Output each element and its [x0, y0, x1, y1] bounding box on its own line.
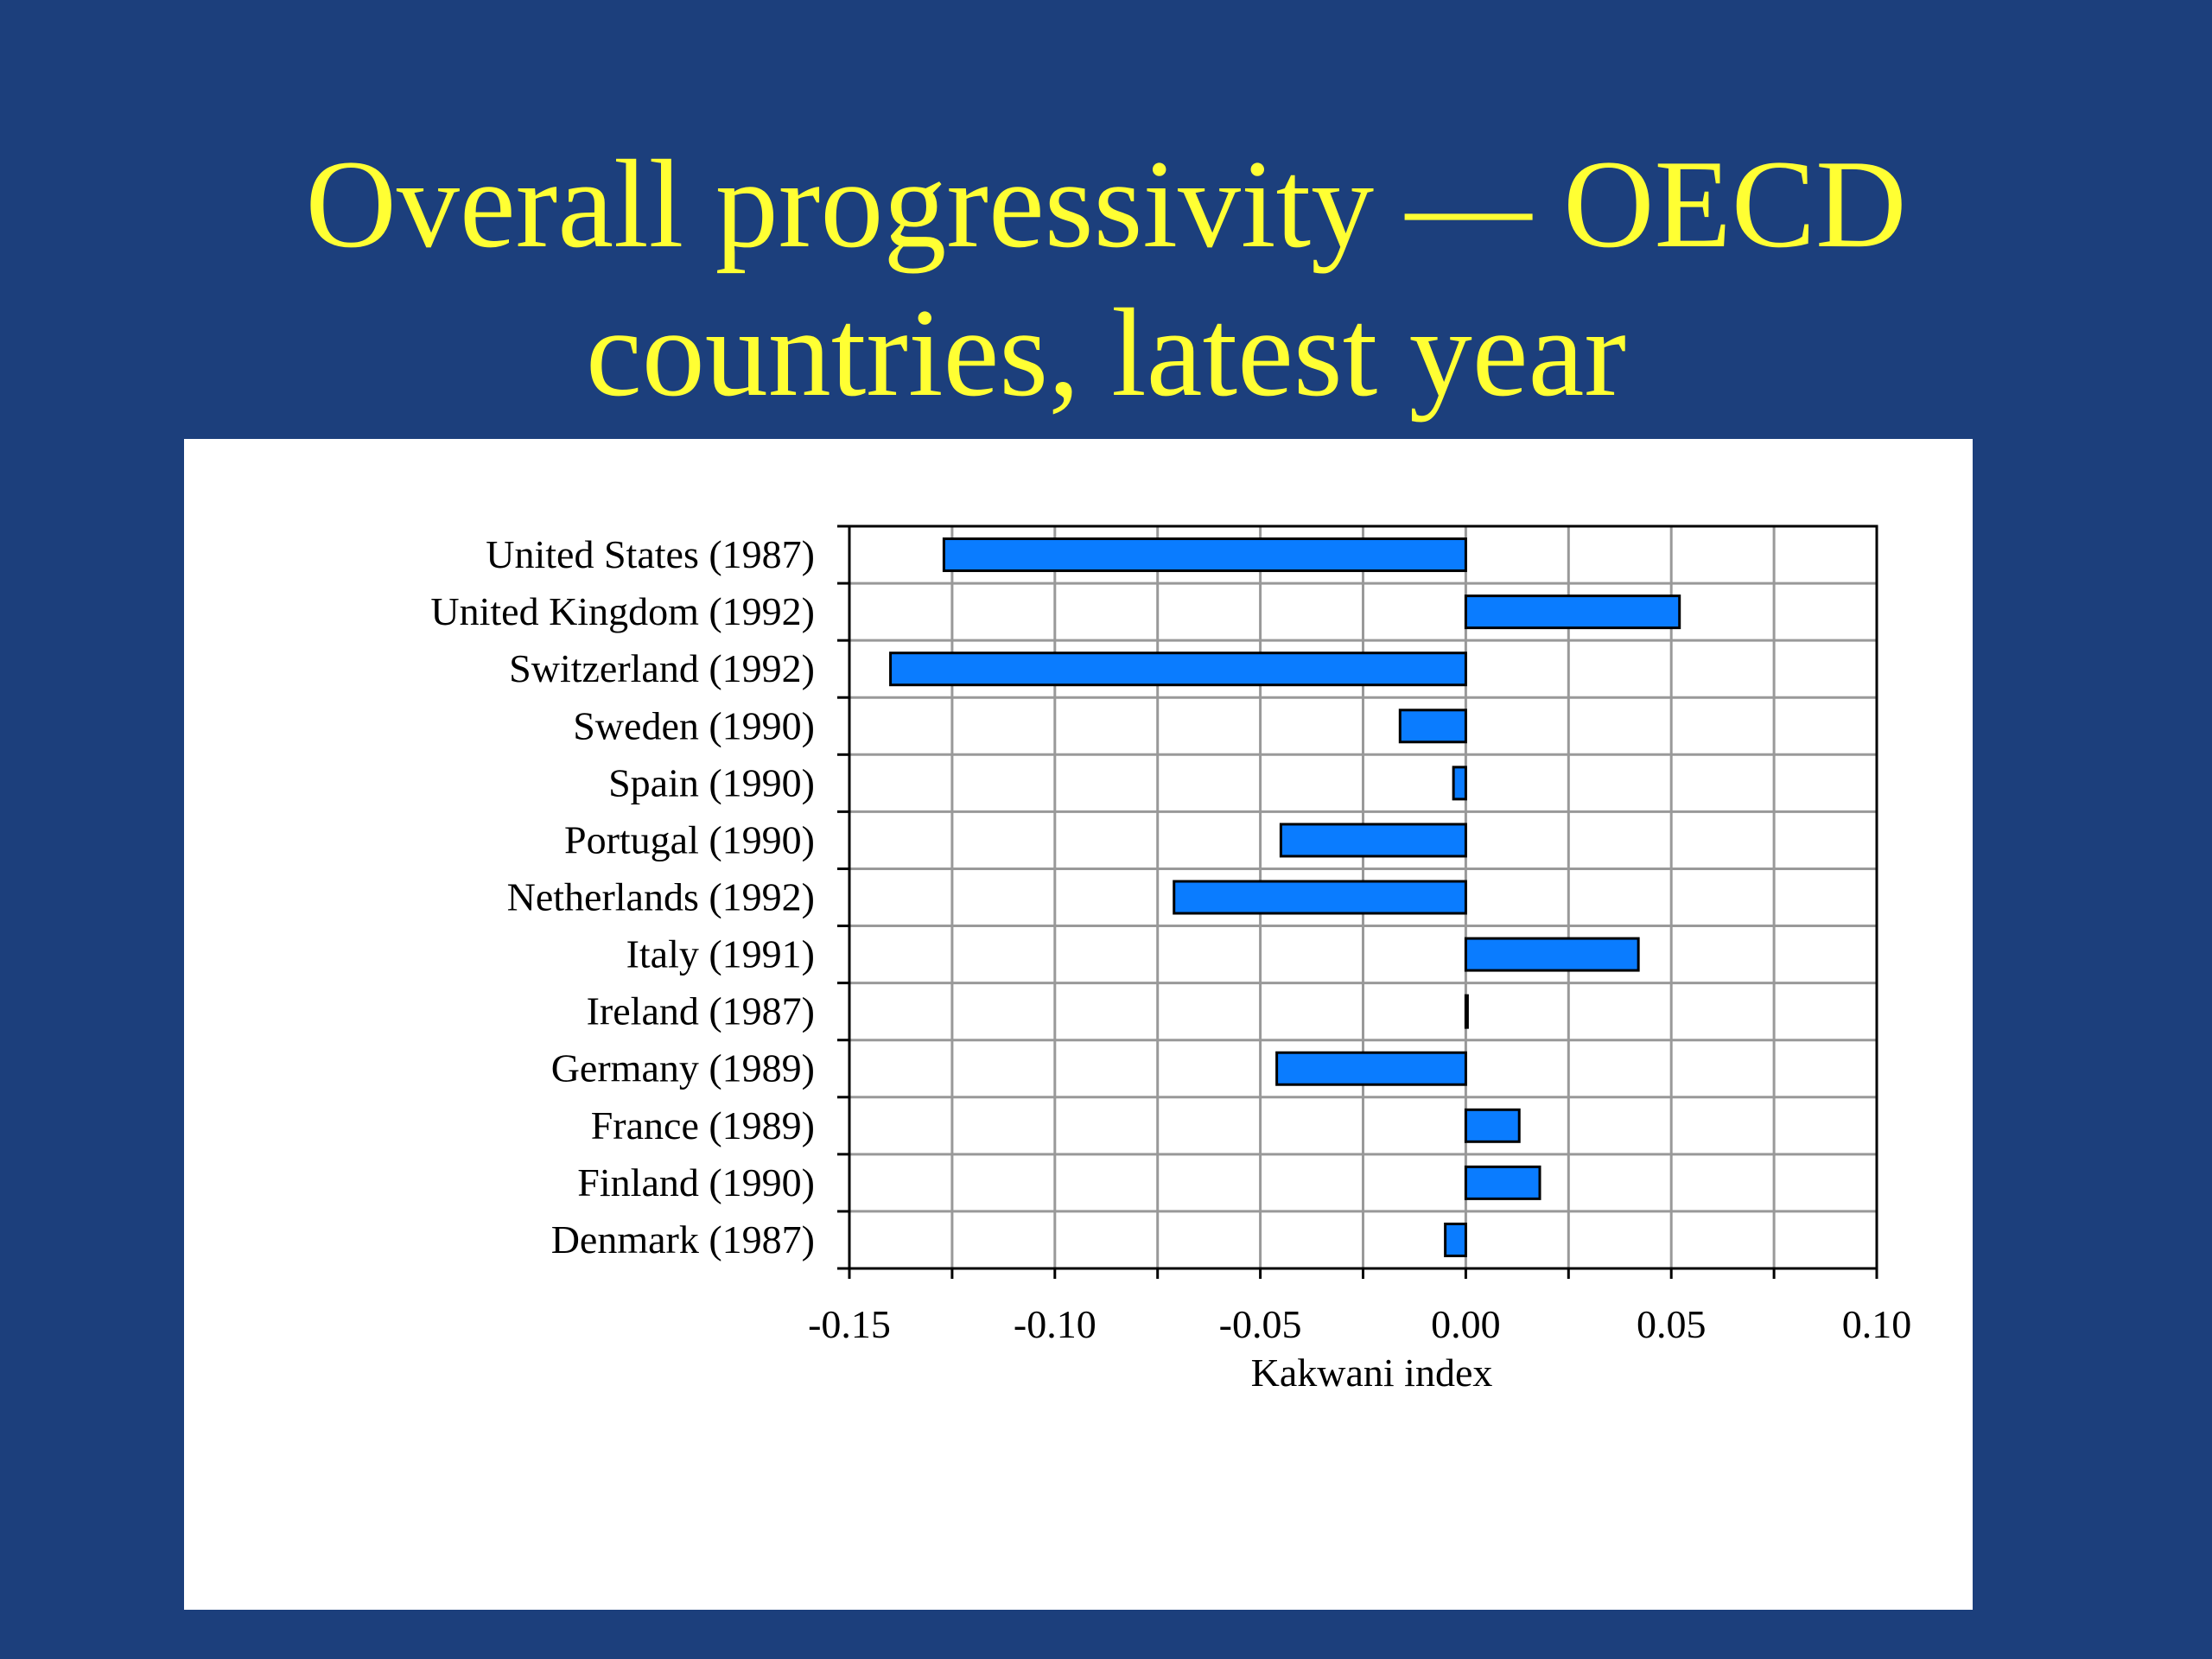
- grid-lines: [849, 526, 1877, 1268]
- bar-france-1989: [1464, 1108, 1521, 1143]
- y-tick-label: Switzerland (1992): [509, 646, 815, 690]
- y-tick-label: United Kingdom (1992): [430, 589, 815, 633]
- x-tick-label: 0.00: [1431, 1302, 1501, 1346]
- y-tick-label: Sweden (1990): [573, 703, 815, 747]
- bar-united-states-1987: [942, 537, 1467, 573]
- y-tick-label: Netherlands (1992): [507, 875, 815, 919]
- y-tick-label: France (1989): [591, 1103, 815, 1147]
- slide-title-line-1: Overall progressivity — OECD: [305, 134, 1907, 274]
- x-axis-label: Kakwani index: [1251, 1351, 1493, 1395]
- bar-portugal-1990: [1279, 823, 1467, 858]
- y-tick-label: Spain (1990): [608, 760, 815, 804]
- x-tick-label: 0.05: [1637, 1302, 1707, 1346]
- slide-title: Overall progressivity — OECD countries, …: [0, 130, 2212, 427]
- axes: [837, 524, 1878, 1279]
- bar-finland-1990: [1464, 1165, 1541, 1200]
- y-tick-label: Italy (1991): [626, 932, 815, 976]
- y-tick-label: Denmark (1987): [551, 1217, 815, 1262]
- x-tick-label: -0.05: [1219, 1302, 1302, 1346]
- y-tick-label: Finland (1990): [577, 1160, 815, 1205]
- y-tick-label: Ireland (1987): [587, 989, 815, 1033]
- labels: United States (1987) United Kingdom (1992…: [430, 532, 1911, 1395]
- bar-switzerland-1992: [889, 652, 1467, 687]
- bar-germany-1989: [1275, 1051, 1467, 1086]
- bar-spain-1990: [1452, 766, 1467, 801]
- bars: [889, 537, 1681, 1257]
- x-tick-label: -0.10: [1014, 1302, 1096, 1346]
- chart-panel: United States (1987) United Kingdom (1992…: [184, 439, 1973, 1610]
- bar-denmark-1987: [1444, 1222, 1467, 1257]
- bar-italy-1991: [1464, 937, 1640, 972]
- kakwani-bar-chart: United States (1987) United Kingdom (1992…: [430, 524, 1911, 1395]
- y-tick-label: Germany (1989): [551, 1046, 815, 1090]
- bar-sweden-1990: [1398, 709, 1467, 744]
- slide-title-line-2: countries, latest year: [585, 283, 1626, 423]
- bar-netherlands-1992: [1173, 880, 1467, 915]
- bar-united-kingdom-1992: [1464, 594, 1681, 630]
- bar-ireland-1987: [1464, 994, 1469, 1029]
- x-tick-label: 0.10: [1842, 1302, 1912, 1346]
- y-tick-label: United States (1987): [486, 532, 815, 576]
- y-tick-label: Portugal (1990): [564, 817, 815, 861]
- x-tick-label: -0.15: [808, 1302, 891, 1346]
